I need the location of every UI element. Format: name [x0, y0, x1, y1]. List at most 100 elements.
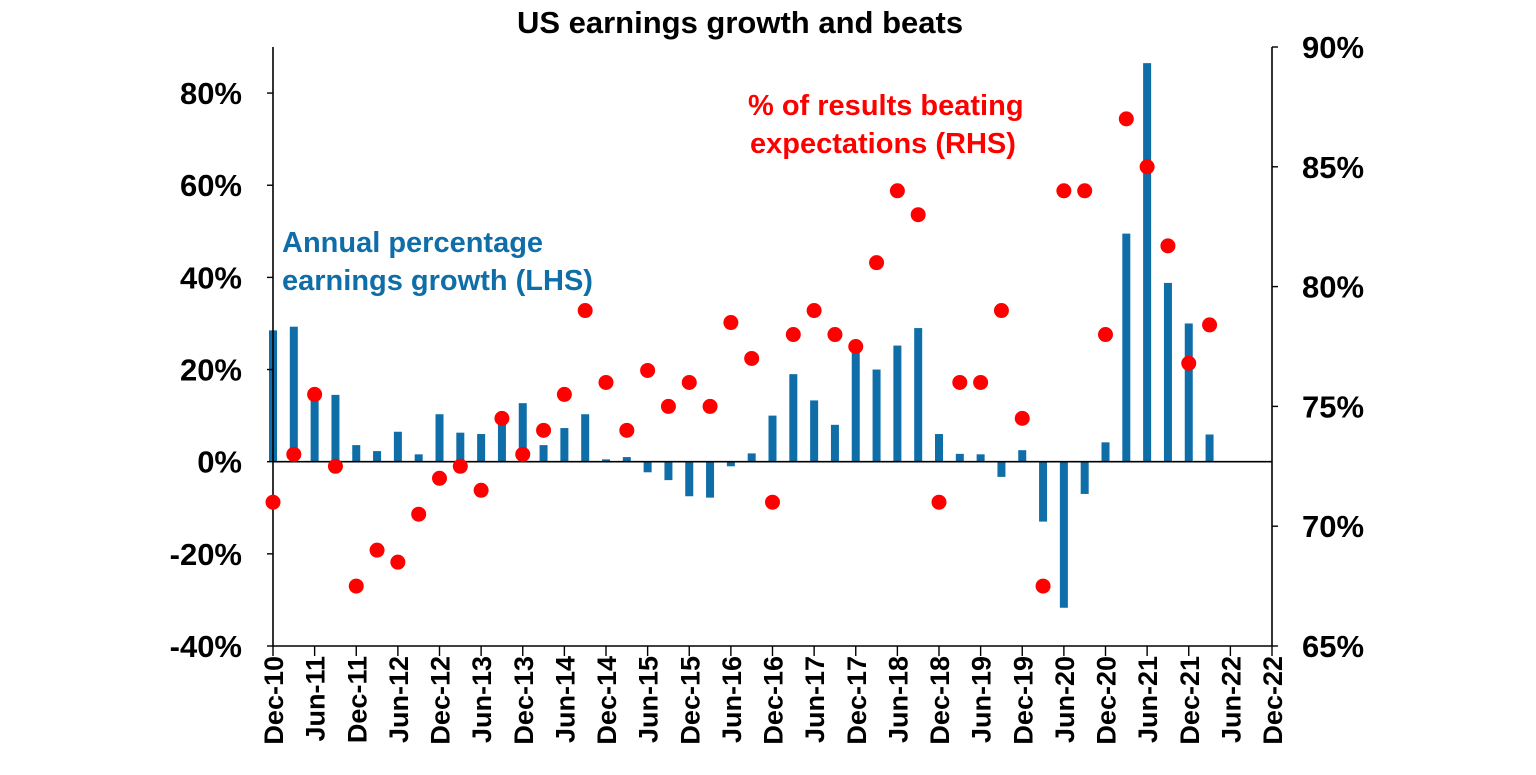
x-tick-label: Dec-11: [342, 656, 372, 743]
beat-rate-dot: [369, 542, 385, 558]
growth-bar: [851, 348, 860, 462]
x-tick-label: Jun-19: [967, 656, 997, 743]
right-tick-label: 80%: [1302, 270, 1364, 305]
growth-bar: [643, 461, 652, 473]
beat-rate-dot: [348, 578, 364, 594]
growth-bar: [1018, 450, 1027, 462]
growth-bar: [1122, 233, 1131, 462]
left-tick-label: 20%: [180, 353, 242, 388]
beat-rate-dot: [744, 350, 760, 366]
beat-rate-dot: [494, 410, 510, 426]
x-tick-label: Dec-12: [426, 656, 456, 745]
growth-bar: [373, 451, 382, 462]
growth-bar: [872, 369, 881, 462]
beat-rate-dot: [848, 339, 864, 354]
left-tick-label: 40%: [180, 260, 242, 295]
growth-bar: [1163, 282, 1172, 462]
growth-bar: [477, 434, 486, 462]
growth-bar: [789, 374, 798, 462]
beat-rate-dot: [577, 303, 593, 319]
beat-rate-dot: [1160, 238, 1176, 254]
beat-rate-dot: [681, 374, 697, 390]
beat-rate-dot: [640, 362, 656, 378]
growth-bar: [435, 414, 444, 462]
growth-bar: [602, 459, 610, 462]
beat-rate-dot: [910, 207, 926, 223]
growth-bar: [622, 457, 631, 462]
x-tick-label: Jun-16: [717, 656, 747, 743]
growth-bar: [310, 390, 319, 462]
beat-rate-dot: [702, 398, 718, 414]
growth-bar: [1184, 323, 1193, 462]
x-tick-label: Jun-12: [384, 656, 414, 743]
x-tick-label: Jun-11: [301, 656, 331, 742]
x-tick-label: Dec-16: [759, 656, 789, 745]
growth-bar: [1080, 461, 1089, 494]
beat-rate-dot: [327, 458, 343, 474]
growth-bar: [664, 461, 673, 481]
beat-rate-dot: [1056, 183, 1072, 199]
x-tick-label: Dec-15: [675, 656, 705, 745]
x-tick-label: Jun-17: [800, 656, 830, 743]
beat-rate-dot: [286, 446, 302, 462]
beat-rate-dot: [1098, 327, 1113, 343]
x-tick-label: Dec-18: [925, 656, 955, 745]
growth-bar: [560, 428, 569, 462]
x-tick-label: Dec-13: [509, 656, 539, 745]
growth-bar: [955, 453, 964, 462]
growth-bar: [456, 432, 465, 462]
dots-series-label-line1: % of results beating: [748, 90, 1024, 122]
left-tick-label: 60%: [180, 168, 242, 203]
beat-rate-dot: [1118, 111, 1134, 127]
beat-rate-dot: [889, 183, 905, 199]
growth-bar: [518, 403, 527, 462]
bars-layer: [269, 63, 1214, 608]
beat-rate-dot: [827, 327, 843, 343]
growth-bar: [706, 461, 715, 498]
dots-layer: [265, 111, 1218, 594]
growth-bar: [581, 414, 590, 462]
x-tick-label: Dec-22: [1258, 656, 1288, 745]
beat-rate-dot: [307, 386, 323, 402]
right-tick-label: 65%: [1302, 629, 1364, 664]
x-tick-label: Jun-14: [550, 656, 580, 743]
beat-rate-dot: [452, 458, 468, 474]
beat-rate-dot: [1181, 355, 1197, 371]
growth-bar: [935, 434, 943, 462]
x-tick-label: Jun-18: [883, 656, 913, 743]
beat-rate-dot: [598, 374, 614, 390]
x-tick-label: Dec-19: [1008, 656, 1038, 745]
growth-bar: [1059, 461, 1068, 608]
x-tick-label: Jun-15: [634, 656, 664, 743]
x-tick-label: Dec-10: [259, 656, 289, 745]
x-tick-label: Dec-20: [1092, 656, 1122, 745]
x-tick-label: Jun-21: [1133, 656, 1163, 743]
growth-bar: [539, 445, 548, 462]
bars-series-label-line2: earnings growth (LHS): [282, 265, 593, 297]
growth-bar: [830, 424, 839, 462]
beat-rate-dot: [869, 255, 885, 271]
growth-bar: [331, 394, 340, 462]
beat-rate-dot: [432, 470, 447, 486]
left-tick-label: 80%: [180, 76, 242, 111]
x-tick-label: Jun-13: [467, 656, 497, 743]
growth-bar: [1143, 63, 1152, 462]
beat-rate-dot: [765, 494, 780, 510]
growth-bar: [997, 461, 1006, 477]
growth-bar: [1205, 434, 1214, 462]
growth-bar: [810, 400, 819, 462]
beat-rate-dot: [785, 327, 801, 343]
beat-rate-dot: [619, 422, 635, 438]
beat-rate-dot: [1014, 410, 1030, 426]
growth-bar: [1039, 461, 1048, 522]
beat-rate-dot: [952, 374, 968, 390]
beat-rate-dot: [515, 446, 531, 462]
beat-rate-dot: [411, 506, 427, 522]
growth-bar: [414, 454, 423, 462]
beat-rate-dot: [723, 315, 739, 331]
growth-bar: [1101, 442, 1110, 462]
x-tick-label: Dec-14: [592, 656, 622, 745]
left-tick-label: -20%: [170, 537, 242, 572]
ticks-layer: -40% -20% 0% 20% 40% 60% 80% 65% 70% 75% 80% 85% 90%…: [170, 30, 1364, 745]
beat-rate-dot: [536, 422, 552, 438]
